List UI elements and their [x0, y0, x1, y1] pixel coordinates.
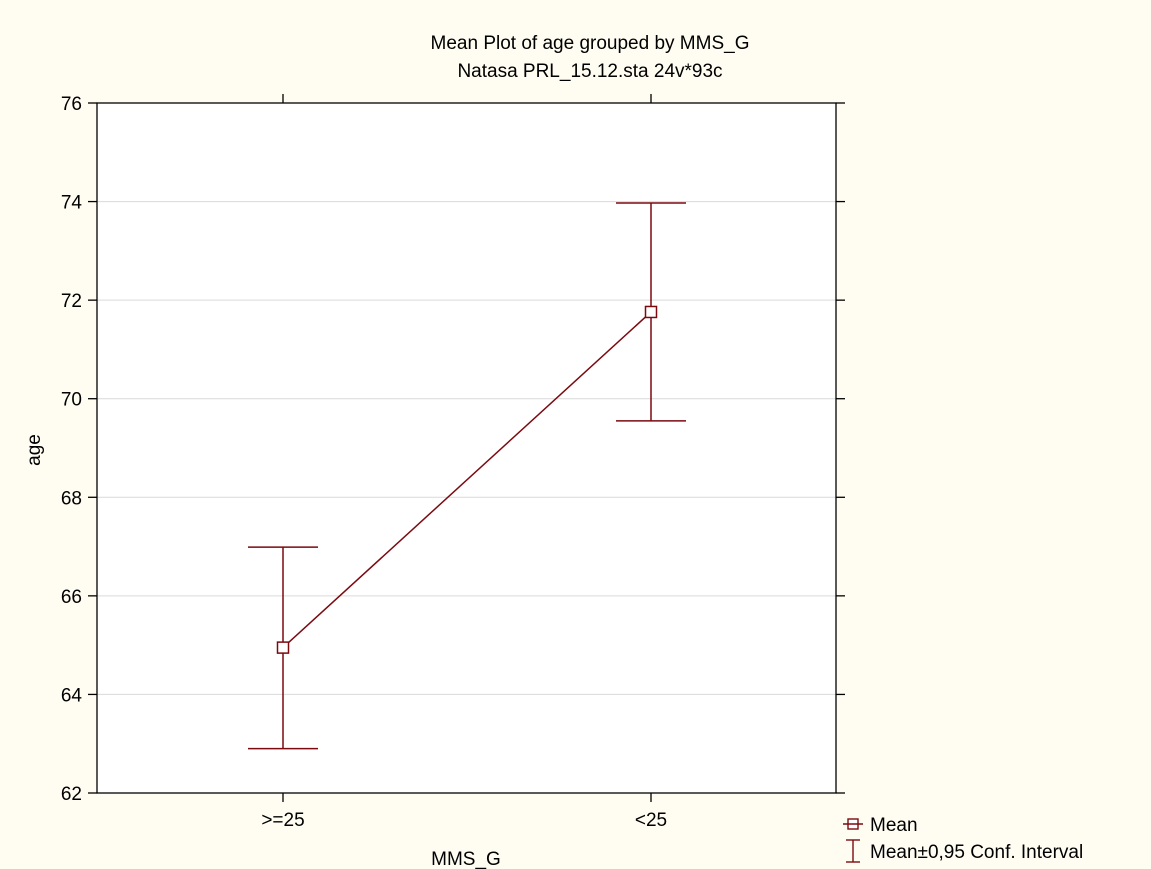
plot-frame: [96, 102, 837, 794]
y-tick-label: 68: [61, 488, 82, 509]
chart-title: Mean Plot of age grouped by MMS_G: [431, 33, 750, 54]
legend: Mean Mean±0,95 Conf. Interval: [843, 815, 1083, 863]
y-tick-label: 72: [61, 291, 82, 312]
x-axis-label: MMS_G: [431, 849, 501, 869]
mean-point: [276, 641, 290, 654]
plot-area: [97, 103, 836, 793]
y-tick-label: 76: [61, 94, 82, 115]
y-tick-label: 64: [61, 685, 83, 706]
x-tick-label: >=25: [261, 810, 304, 831]
x-tick-label: <25: [635, 810, 667, 831]
mean-line: [282, 311, 652, 649]
y-tick-label: 62: [61, 784, 82, 805]
y-axis-label: age: [24, 434, 45, 466]
y-tick-label: 66: [61, 587, 82, 608]
mean-point: [644, 305, 658, 319]
y-tick-label: 70: [61, 390, 82, 411]
legend-ci-whisker-icon: [846, 839, 860, 863]
y-tick-label: 74: [61, 193, 83, 214]
legend-mean-marker-icon: [843, 818, 863, 830]
legend-mean-label: Mean: [870, 815, 918, 836]
series-layer: [248, 202, 686, 750]
axes: 62 64 66 68 70 72 74 76 >=25 <25: [61, 94, 845, 831]
legend-ci-label: Mean±0,95 Conf. Interval: [870, 842, 1083, 863]
grid-lines: [97, 201, 836, 695]
chart-subtitle: Natasa PRL_15.12.sta 24v*93c: [457, 61, 722, 82]
